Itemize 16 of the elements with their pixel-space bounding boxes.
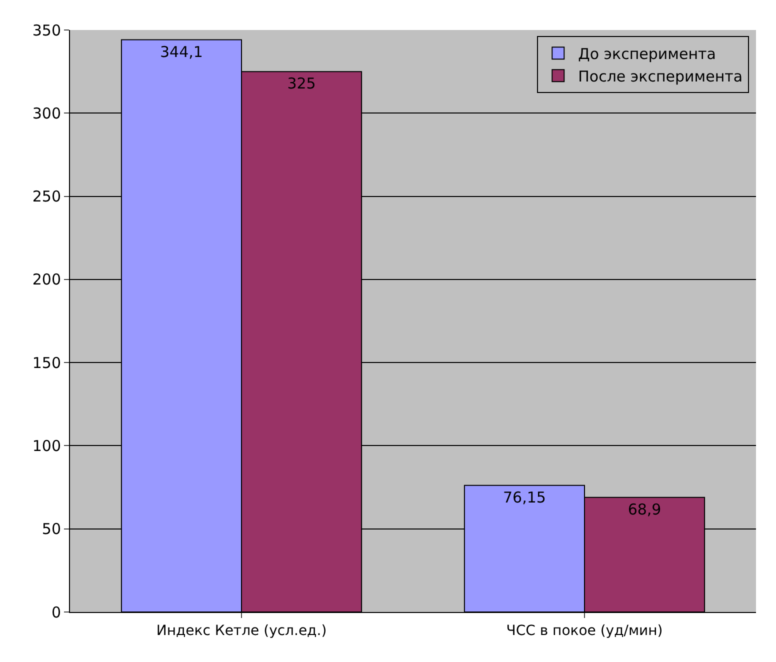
y-tick-label: 0 — [51, 603, 61, 622]
legend-label: После эксперимента — [578, 67, 743, 86]
y-tick-label: 150 — [32, 354, 61, 372]
data-label: 325 — [287, 74, 316, 93]
x-tick-label: ЧСС в покое (уд/мин) — [506, 622, 663, 639]
y-tick-label: 250 — [32, 188, 61, 206]
legend-label: До эксперимента — [578, 44, 716, 63]
data-label: 68,9 — [628, 500, 662, 518]
y-tick-label: 350 — [32, 21, 61, 40]
y-tick-label: 50 — [42, 520, 61, 538]
y-tick-label: 200 — [32, 270, 61, 289]
y-tick-label: 300 — [32, 104, 61, 122]
x-tick-label: Индекс Кетле (усл.ед.) — [156, 622, 327, 639]
y-tick-label: 100 — [32, 436, 61, 455]
data-label: 344,1 — [160, 42, 203, 61]
data-label: 76,15 — [503, 488, 546, 506]
